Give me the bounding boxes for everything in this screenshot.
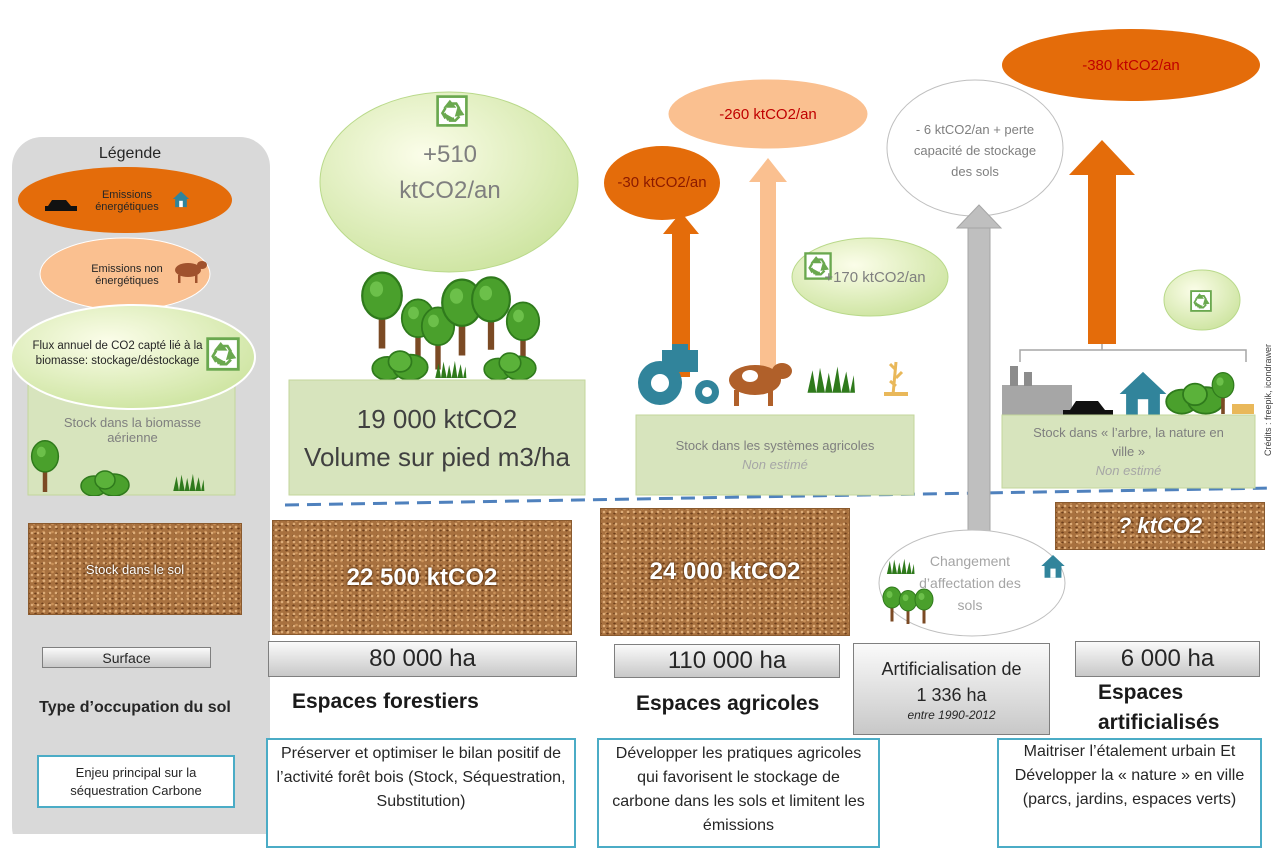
- art-biomass: Stock dans « l’arbre, la nature en ville…: [1002, 415, 1255, 488]
- icon-part: [734, 390, 739, 406]
- icon-part: [195, 275, 198, 283]
- art-surface: 6 000 ha: [1075, 641, 1260, 677]
- recycle-icon: [1191, 291, 1211, 311]
- tractor-icon: [638, 344, 719, 405]
- change-artificialisation: Artificialisation de 1 336 ha: [877, 656, 1027, 708]
- city-icons: [1002, 366, 1254, 418]
- legend-non-energy: Emissions non énergétiques: [72, 258, 182, 292]
- art-biomass-note: Non estimé: [1096, 461, 1162, 480]
- recycle-icon: [438, 97, 467, 126]
- icon-part: [768, 390, 773, 406]
- icon-part: [651, 374, 669, 392]
- credits: Crédits : freepik, icondrawer: [1263, 330, 1273, 470]
- art-name: Espaces artificialisés: [1098, 678, 1248, 738]
- icon-part: [890, 362, 902, 395]
- change-arrow: [968, 225, 990, 555]
- agri-non-energy: -260 ktCO2/an: [700, 92, 836, 138]
- cow-icon: [729, 363, 792, 406]
- art-issue: Maitriser l’étalement urbain Et Développ…: [997, 738, 1262, 848]
- agri-surface: 110 000 ha: [614, 644, 840, 678]
- wheat-icon: [884, 362, 908, 396]
- art-energy: -380 ktCO2/an: [1020, 50, 1242, 80]
- icon-part: [1120, 372, 1167, 418]
- agri-flux: +170 ktCO2/an: [815, 254, 935, 302]
- legend-land-use: Type d’occupation du sol: [30, 683, 240, 733]
- agri-name: Espaces agricoles: [636, 692, 819, 716]
- agri-biomass: Stock dans les systèmes agricoles Non es…: [636, 415, 914, 495]
- grass-icon: [808, 367, 856, 393]
- agri-soil: 24 000 ktCO2: [600, 508, 850, 636]
- art-energy-arrow-head: [1069, 140, 1135, 175]
- art-soil: ? ktCO2: [1055, 502, 1265, 550]
- forest-biomass: 19 000 ktCO2 Volume sur pied m3/ha: [289, 380, 585, 495]
- legend-soil: Stock dans le sol: [28, 523, 242, 615]
- agri-non-energy-arrow-head: [749, 158, 787, 182]
- forest-issue: Préserver et optimiser le bilan positif …: [266, 738, 576, 848]
- icon-part: [1232, 404, 1254, 414]
- icon-part: [472, 277, 510, 349]
- icon-part: [742, 370, 758, 382]
- agri-issue: Développer les pratiques agricoles qui f…: [597, 738, 880, 848]
- legend-surface: Surface: [42, 647, 211, 668]
- legend-issue: Enjeu principal sur la séquestration Car…: [37, 755, 235, 808]
- legend-title: Légende: [60, 142, 200, 166]
- forest-name: Espaces forestiers: [292, 690, 479, 714]
- forest-flux: +510 ktCO2/an: [370, 133, 530, 213]
- icon-part: [1010, 366, 1018, 386]
- icon-part: [1024, 372, 1032, 386]
- icon-part: [883, 587, 901, 622]
- icon-part: [772, 363, 792, 379]
- page: Séquestration carbone { "legend": { "tit…: [0, 0, 1281, 834]
- forest-trees: [362, 273, 539, 380]
- agri-biomass-stock: Stock dans les systèmes agricoles: [675, 436, 875, 455]
- recycle-icon: [208, 339, 239, 370]
- forest-biomass-volume: Volume sur pied m3/ha: [304, 438, 570, 476]
- icon-part: [672, 344, 688, 354]
- change-emissions: - 6 ktCO2/an + perte capacité de stockag…: [905, 88, 1045, 213]
- forest-soil: 22 500 ktCO2: [272, 520, 572, 635]
- art-energy-arrow: [1088, 172, 1116, 344]
- agri-biomass-note: Non estimé: [742, 455, 808, 474]
- icon-part: [884, 392, 908, 396]
- icon-part: [197, 261, 207, 269]
- change-period: entre 1990-2012: [907, 708, 995, 722]
- icon-part: [484, 353, 536, 380]
- legend-flux: Flux annuel de CO2 capté lié à la biomas…: [30, 318, 205, 390]
- agri-energy: -30 ktCO2/an: [614, 160, 710, 206]
- change-box: Artificialisation de 1 336 ha entre 1990…: [853, 643, 1050, 735]
- icon-part: [1002, 385, 1072, 415]
- change-label: Changement d’affectation des sols: [910, 548, 1030, 618]
- page-body: Légende Emissions énergétiques Emissions…: [0, 0, 1281, 834]
- art-biomass-stock: Stock dans « l’arbre, la nature en ville…: [1029, 423, 1229, 461]
- forest-surface: 80 000 ha: [268, 641, 577, 677]
- forest-biomass-stock: 19 000 ktCO2: [357, 400, 517, 438]
- legend-energy: Emissions énergétiques: [82, 184, 172, 218]
- legend-biomass-stock: Stock dans la biomasse aérienne: [40, 410, 225, 450]
- agri-non-energy-arrow: [760, 178, 776, 385]
- art-bracket: [1020, 344, 1246, 362]
- icon-part: [702, 387, 712, 397]
- icon-part: [362, 273, 402, 349]
